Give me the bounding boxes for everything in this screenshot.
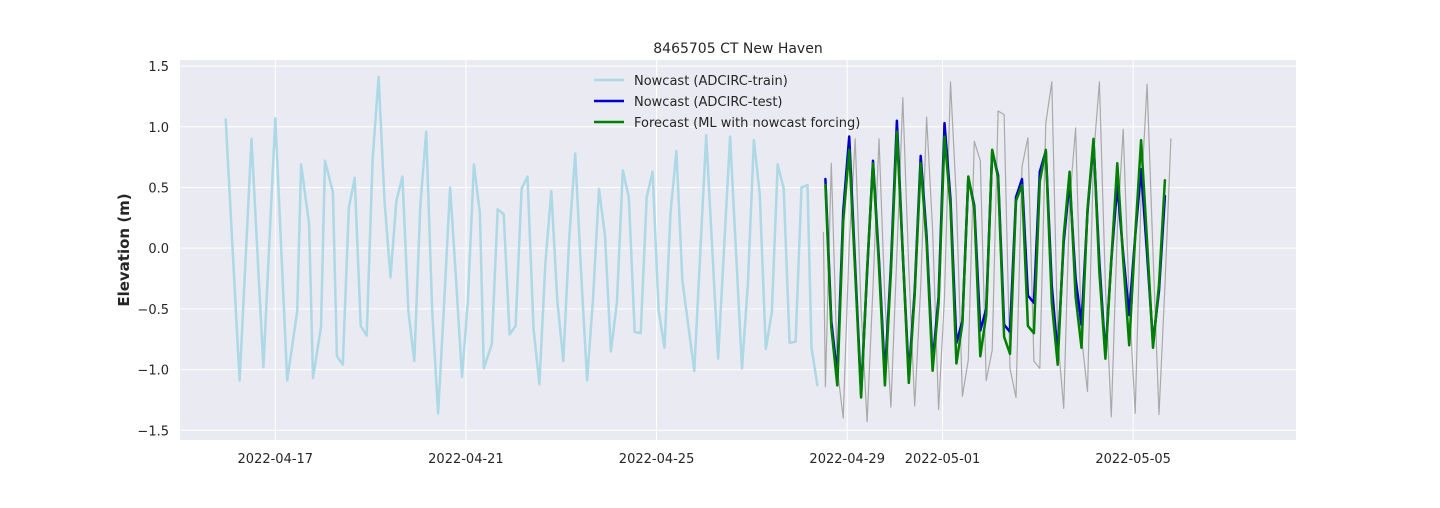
x-tick-label: 2022-04-25 bbox=[619, 452, 695, 467]
y-axis-label: Elevation (m) bbox=[115, 193, 133, 306]
series-line-1 bbox=[224, 75, 819, 415]
legend: Nowcast (ADCIRC-train) Nowcast (ADCIRC-te… bbox=[594, 74, 860, 131]
legend-label: Nowcast (ADCIRC-test) bbox=[634, 95, 783, 110]
x-tick-label: 2022-04-17 bbox=[238, 452, 314, 467]
y-tick-label: −1.5 bbox=[137, 424, 169, 439]
y-tick-label: 0.5 bbox=[148, 181, 169, 196]
chart-title: 8465705 CT New Haven bbox=[653, 41, 822, 57]
x-tick-label: 2022-05-05 bbox=[1095, 452, 1171, 467]
legend-label: Nowcast (ADCIRC-train) bbox=[634, 74, 788, 89]
y-tick-label: 1.0 bbox=[148, 121, 169, 136]
y-tick-label: −0.5 bbox=[137, 303, 169, 318]
x-tick-label: 2022-04-21 bbox=[428, 452, 504, 467]
y-axis-ticks: −1.5 −1.0 −0.5 0.0 0.5 1.0 1.5 bbox=[137, 60, 169, 439]
series-line-2 bbox=[822, 81, 1172, 423]
x-tick-label: 2022-04-29 bbox=[809, 452, 885, 467]
y-tick-label: 0.0 bbox=[148, 242, 169, 257]
x-axis-ticks: 2022-04-17 2022-04-21 2022-04-25 2022-04-29… bbox=[238, 452, 1171, 467]
series-line-4 bbox=[824, 130, 1167, 399]
series-layer bbox=[224, 75, 1172, 423]
y-tick-label: −1.0 bbox=[137, 364, 169, 379]
legend-label: Forecast (ML with nowcast forcing) bbox=[634, 116, 860, 131]
x-tick-label: 2022-05-01 bbox=[905, 452, 981, 467]
y-tick-label: 1.5 bbox=[148, 60, 169, 75]
